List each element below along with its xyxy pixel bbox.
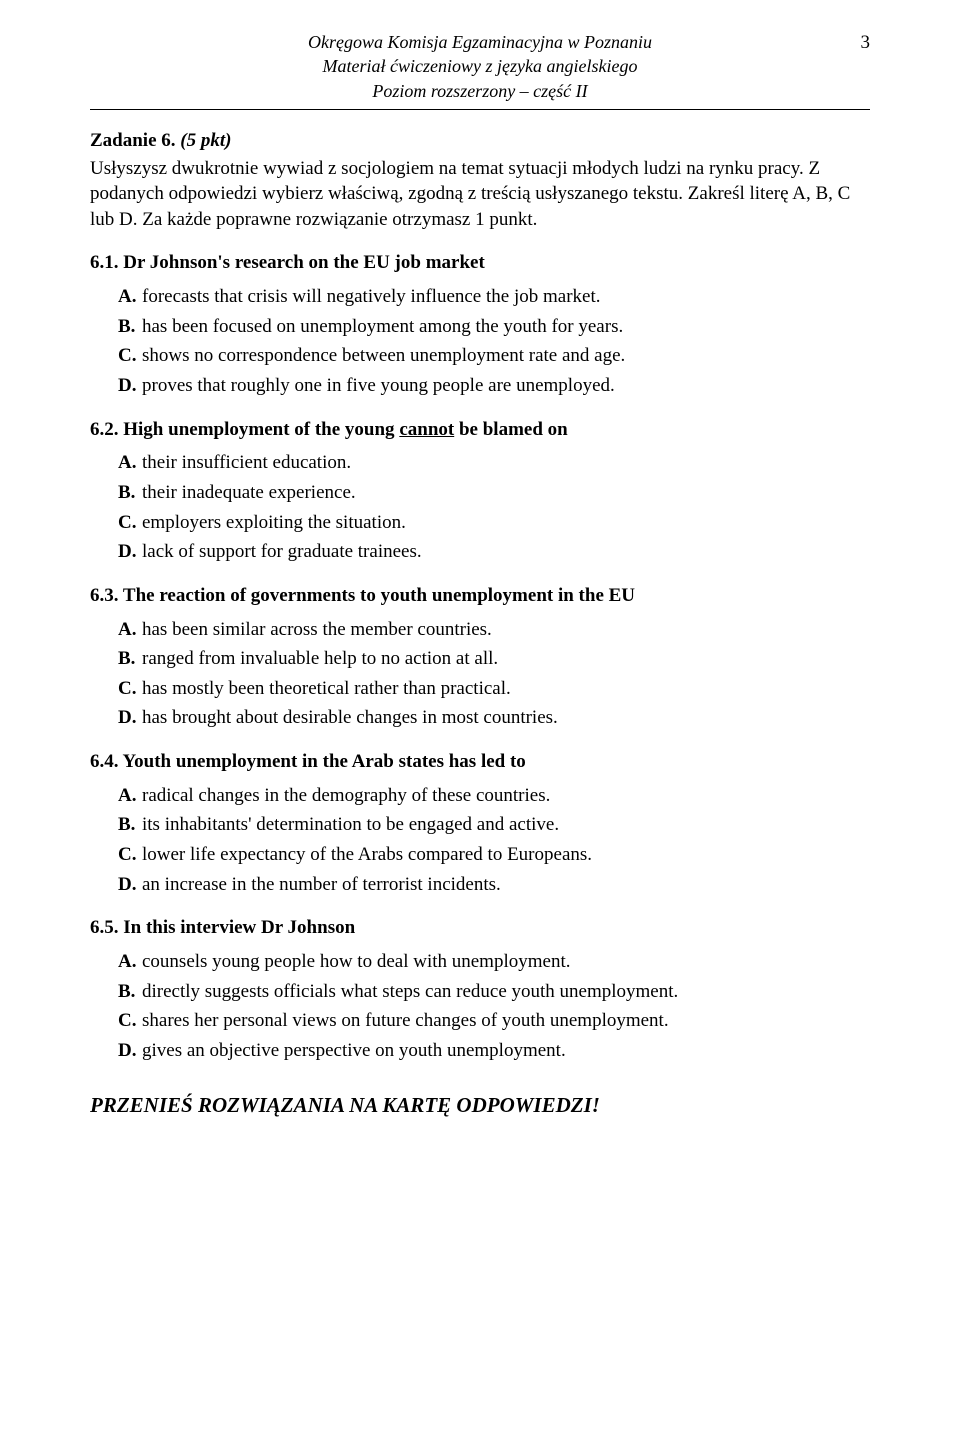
option-letter: D. (118, 373, 142, 399)
option-D[interactable]: D.lack of support for graduate trainees. (118, 539, 870, 565)
option-text: counsels young people how to deal with u… (142, 951, 570, 972)
option-text: lower life expectancy of the Arabs compa… (142, 844, 592, 865)
question-text: The reaction of governments to youth une… (123, 585, 635, 606)
option-letter: B. (118, 314, 142, 340)
question-text-before: High unemployment of the young (123, 419, 399, 440)
question-stem: 6.4. Youth unemployment in the Arab stat… (90, 749, 870, 775)
question-number: 6.3. (90, 585, 119, 606)
option-text: has been focused on unemployment among t… (142, 316, 623, 337)
option-letter: A. (118, 450, 142, 476)
option-text: has brought about desirable changes in m… (142, 707, 558, 728)
question-number: 6.2. (90, 419, 119, 440)
option-text: shows no correspondence between unemploy… (142, 345, 625, 366)
option-A[interactable]: A.forecasts that crisis will negatively … (118, 284, 870, 310)
header-divider (90, 109, 870, 110)
option-letter: B. (118, 812, 142, 838)
question-6-4: 6.4. Youth unemployment in the Arab stat… (90, 749, 870, 897)
option-letter: D. (118, 539, 142, 565)
page-number: 3 (861, 30, 871, 56)
option-B[interactable]: B.its inhabitants' determination to be e… (118, 812, 870, 838)
question-6-1: 6.1. Dr Johnson's research on the EU job… (90, 250, 870, 398)
option-B[interactable]: B.directly suggests officials what steps… (118, 979, 870, 1005)
option-text: lack of support for graduate trainees. (142, 541, 422, 562)
option-C[interactable]: C.shows no correspondence between unempl… (118, 343, 870, 369)
option-C[interactable]: C.shares her personal views on future ch… (118, 1008, 870, 1034)
option-text: employers exploiting the situation. (142, 512, 406, 533)
option-text: shares her personal views on future chan… (142, 1010, 669, 1031)
question-text: Dr Johnson's research on the EU job mark… (123, 252, 485, 273)
header-line-1: Okręgowa Komisja Egzaminacyjna w Poznani… (90, 30, 870, 54)
header-line-2: Materiał ćwiczeniowy z języka angielskie… (90, 54, 870, 78)
option-letter: A. (118, 284, 142, 310)
question-text-after: be blamed on (454, 419, 568, 440)
option-text: directly suggests officials what steps c… (142, 981, 678, 1002)
task-title: Zadanie 6. (5 pkt) (90, 128, 870, 154)
question-6-2: 6.2. High unemployment of the young cann… (90, 417, 870, 565)
option-letter: D. (118, 1038, 142, 1064)
question-stem: 6.1. Dr Johnson's research on the EU job… (90, 250, 870, 276)
question-stem: 6.2. High unemployment of the young cann… (90, 417, 870, 443)
task-points: (5 pkt) (180, 130, 231, 151)
option-B[interactable]: B.their inadequate experience. (118, 480, 870, 506)
option-text: ranged from invaluable help to no action… (142, 648, 498, 669)
option-letter: C. (118, 510, 142, 536)
page: 3 Okręgowa Komisja Egzaminacyjna w Pozna… (0, 0, 960, 1160)
option-text: proves that roughly one in five young pe… (142, 375, 615, 396)
option-A[interactable]: A.radical changes in the demography of t… (118, 783, 870, 809)
question-number: 6.1. (90, 252, 119, 273)
option-letter: B. (118, 646, 142, 672)
question-stem: 6.5. In this interview Dr Johnson (90, 915, 870, 941)
option-letter: B. (118, 979, 142, 1005)
option-text: has been similar across the member count… (142, 619, 492, 640)
option-letter: C. (118, 842, 142, 868)
header-line-3: Poziom rozszerzony – część II (90, 79, 870, 103)
option-text: their inadequate experience. (142, 482, 356, 503)
option-A[interactable]: A.their insufficient education. (118, 450, 870, 476)
question-text: In this interview Dr Johnson (123, 917, 355, 938)
option-D[interactable]: D.an increase in the number of terrorist… (118, 872, 870, 898)
option-text: radical changes in the demography of the… (142, 785, 550, 806)
option-D[interactable]: D.has brought about desirable changes in… (118, 705, 870, 731)
option-letter: A. (118, 617, 142, 643)
option-C[interactable]: C.lower life expectancy of the Arabs com… (118, 842, 870, 868)
option-B[interactable]: B.ranged from invaluable help to no acti… (118, 646, 870, 672)
option-A[interactable]: A.has been similar across the member cou… (118, 617, 870, 643)
question-text: Youth unemployment in the Arab states ha… (123, 751, 526, 772)
question-number: 6.5. (90, 917, 119, 938)
question-number: 6.4. (90, 751, 119, 772)
question-stem: 6.3. The reaction of governments to yout… (90, 583, 870, 609)
task-instructions: Usłyszysz dwukrotnie wywiad z socjologie… (90, 156, 870, 233)
option-A[interactable]: A.counsels young people how to deal with… (118, 949, 870, 975)
option-letter: C. (118, 343, 142, 369)
option-letter: C. (118, 676, 142, 702)
option-letter: A. (118, 949, 142, 975)
option-C[interactable]: C.employers exploiting the situation. (118, 510, 870, 536)
page-header: 3 Okręgowa Komisja Egzaminacyjna w Pozna… (90, 30, 870, 103)
option-letter: C. (118, 1008, 142, 1034)
task-label: Zadanie 6. (90, 130, 176, 151)
option-C[interactable]: C.has mostly been theoretical rather tha… (118, 676, 870, 702)
option-text: forecasts that crisis will negatively in… (142, 286, 601, 307)
option-D[interactable]: D.proves that roughly one in five young … (118, 373, 870, 399)
option-text: gives an objective perspective on youth … (142, 1040, 566, 1061)
option-B[interactable]: B.has been focused on unemployment among… (118, 314, 870, 340)
option-text: an increase in the number of terrorist i… (142, 874, 501, 895)
option-text: its inhabitants' determination to be eng… (142, 814, 559, 835)
option-letter: D. (118, 705, 142, 731)
option-letter: D. (118, 872, 142, 898)
option-text: their insufficient education. (142, 452, 351, 473)
option-text: has mostly been theoretical rather than … (142, 678, 511, 699)
question-text-underline: cannot (399, 419, 454, 440)
question-6-3: 6.3. The reaction of governments to yout… (90, 583, 870, 731)
option-D[interactable]: D.gives an objective perspective on yout… (118, 1038, 870, 1064)
question-6-5: 6.5. In this interview Dr Johnson A.coun… (90, 915, 870, 1063)
option-letter: A. (118, 783, 142, 809)
transfer-instruction: PRZENIEŚ ROZWIĄZANIA NA KARTĘ ODPOWIEDZI… (90, 1091, 870, 1119)
option-letter: B. (118, 480, 142, 506)
